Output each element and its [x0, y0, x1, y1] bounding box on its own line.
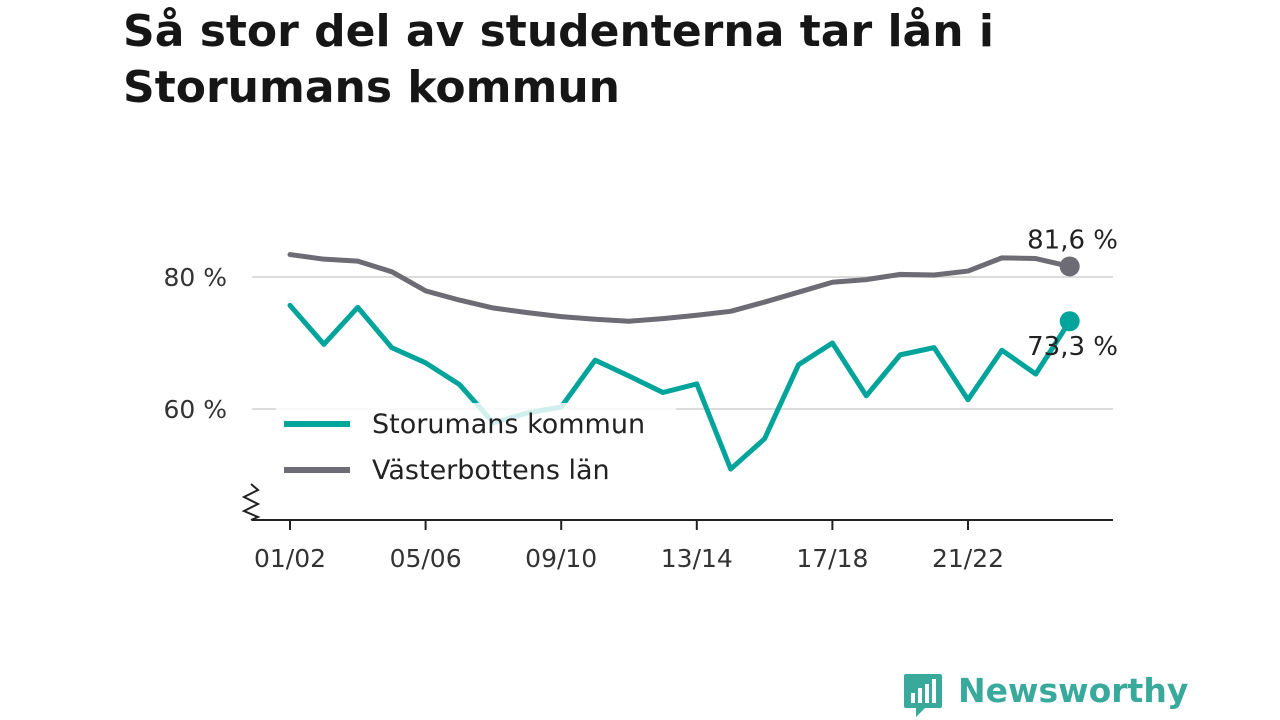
end-labels: 81,6 % 73,3 %	[1027, 225, 1118, 362]
x-tick-label: 09/10	[525, 544, 597, 573]
axis-break-icon	[241, 483, 261, 521]
bar-chart-speech-bubble-icon	[904, 674, 942, 717]
end-label-vasterbotten: 81,6 %	[1027, 225, 1118, 255]
newsworthy-logo: Newsworthy	[903, 670, 1188, 720]
y-tick-label: 80 %	[163, 263, 227, 292]
end-label-storuman: 73,3 %	[1027, 332, 1118, 362]
series-end-point	[1059, 256, 1080, 277]
y-tick-label: 60 %	[163, 395, 227, 424]
legend-label: Västerbottens län	[372, 455, 610, 486]
series-line	[287, 302, 1073, 472]
x-tick-label: 13/14	[661, 544, 733, 573]
chart-title: Så stor del av studenterna tar lån i Sto…	[123, 6, 994, 113]
x-tick-label: 05/06	[390, 544, 462, 573]
brand-name: Newsworthy	[958, 671, 1189, 710]
legend-background	[276, 403, 676, 495]
legend: Storumans kommun Västerbottens län	[276, 403, 676, 495]
series-end-point	[1059, 311, 1080, 332]
axes: 60 % 80 % 01/02 05/06 09/10 13/14 17/18 21/22	[163, 263, 1113, 573]
series-line	[287, 252, 1073, 324]
x-tick-label: 21/22	[932, 544, 1004, 573]
x-tick-label: 17/18	[796, 544, 868, 573]
x-tick-label: 01/02	[254, 544, 326, 573]
legend-label: Storumans kommun	[372, 409, 645, 440]
series-lines	[287, 252, 1080, 472]
